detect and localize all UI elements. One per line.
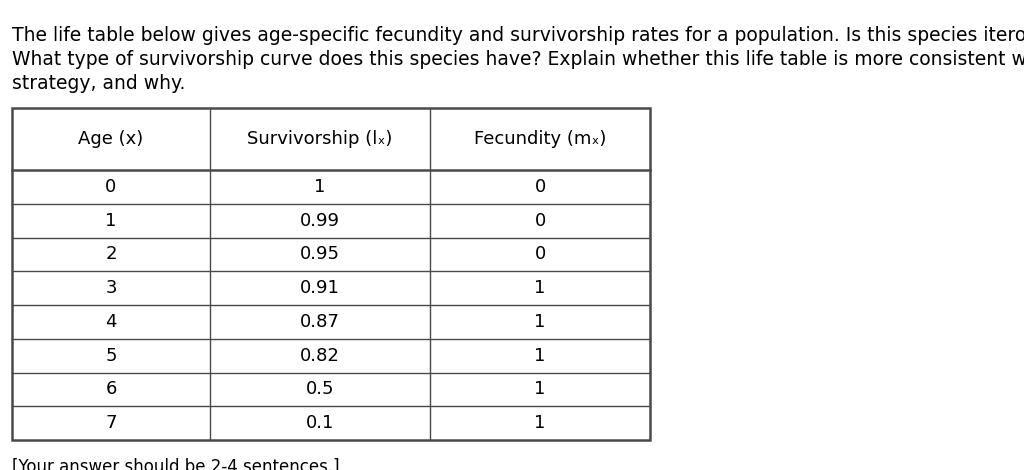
Text: 7: 7 bbox=[105, 414, 117, 432]
Text: 6: 6 bbox=[105, 380, 117, 399]
Text: 0.5: 0.5 bbox=[306, 380, 334, 399]
Text: 0: 0 bbox=[535, 245, 546, 263]
Text: What type of survivorship curve does this species have? Explain whether this lif: What type of survivorship curve does thi… bbox=[12, 50, 1024, 69]
Text: 0.95: 0.95 bbox=[300, 245, 340, 263]
Text: 0.87: 0.87 bbox=[300, 313, 340, 331]
Text: 0.82: 0.82 bbox=[300, 347, 340, 365]
Bar bbox=[12, 108, 650, 440]
Text: 4: 4 bbox=[105, 313, 117, 331]
Text: The life table below gives age-specific fecundity and survivorship rates for a p: The life table below gives age-specific … bbox=[12, 26, 1024, 45]
Text: [Your answer should be 2-4 sentences.]: [Your answer should be 2-4 sentences.] bbox=[12, 458, 340, 470]
Text: strategy, and why.: strategy, and why. bbox=[12, 74, 185, 93]
Text: 0.91: 0.91 bbox=[300, 279, 340, 297]
Text: 1: 1 bbox=[535, 414, 546, 432]
Text: 1: 1 bbox=[535, 279, 546, 297]
Text: 3: 3 bbox=[105, 279, 117, 297]
Text: 0.1: 0.1 bbox=[306, 414, 334, 432]
Text: 1: 1 bbox=[535, 347, 546, 365]
Text: Fecundity (mₓ): Fecundity (mₓ) bbox=[474, 130, 606, 148]
Text: 0: 0 bbox=[535, 212, 546, 230]
Text: 1: 1 bbox=[314, 178, 326, 196]
Text: 1: 1 bbox=[535, 313, 546, 331]
Text: 0: 0 bbox=[105, 178, 117, 196]
Text: Age (x): Age (x) bbox=[79, 130, 143, 148]
Text: 0: 0 bbox=[535, 178, 546, 196]
Text: Survivorship (lₓ): Survivorship (lₓ) bbox=[248, 130, 392, 148]
Text: 0.99: 0.99 bbox=[300, 212, 340, 230]
Text: 5: 5 bbox=[105, 347, 117, 365]
Text: 1: 1 bbox=[535, 380, 546, 399]
Text: 1: 1 bbox=[105, 212, 117, 230]
Text: 2: 2 bbox=[105, 245, 117, 263]
